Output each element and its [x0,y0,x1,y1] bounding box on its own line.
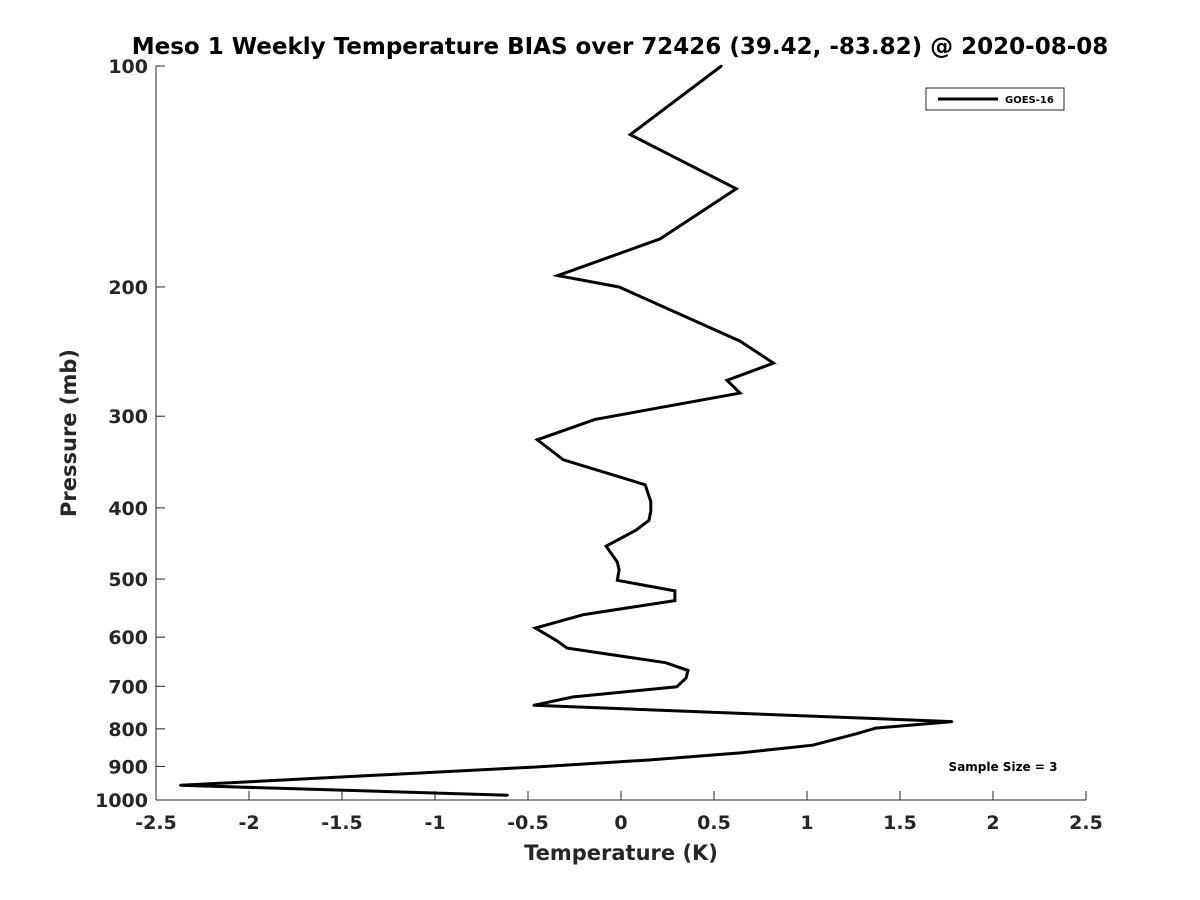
data-point-goes-16-13 [643,483,647,486]
y-tick-label-100: 100 [108,56,148,78]
data-point-goes-16-24 [582,613,585,616]
data-point-goes-16-31 [675,685,678,688]
data-point-goes-16-29 [686,669,690,672]
plot-axes [155,66,1086,801]
y-tick-label-500: 500 [108,569,148,591]
data-point-goes-16-16 [647,519,651,522]
series-layer [178,64,954,797]
x-tick-label-m2: -2 [238,812,259,834]
data-point-goes-16-3 [658,237,662,241]
data-point-goes-16-36 [856,732,859,735]
x-tick-label-2p5: 2.5 [1069,812,1103,834]
data-point-goes-16-14 [649,500,652,503]
data-point-goes-16-32 [571,695,574,699]
data-point-goes-16-2 [735,187,738,191]
data-point-goes-16-15 [649,509,652,513]
sample-size-annotation: Sample Size = 3 [949,760,1058,774]
data-point-goes-16-40 [532,765,535,769]
data-point-goes-16-0 [720,64,723,68]
data-point-goes-16-5 [617,285,621,289]
data-point-goes-16-9 [738,391,742,395]
data-point-goes-16-6 [738,339,742,343]
data-point-goes-16-38 [740,751,744,754]
data-point-goes-16-27 [565,646,569,650]
data-point-goes-16-17 [634,529,638,532]
data-point-goes-16-28 [664,661,667,664]
data-point-goes-16-8 [725,379,729,382]
chart-title: Meso 1 Weekly Temperature BIAS over 7242… [132,34,1109,60]
data-point-goes-16-37 [811,743,814,747]
data-point-goes-16-20 [617,568,621,572]
data-point-goes-16-22 [673,589,677,593]
y-tick-label-600: 600 [108,627,148,649]
x-tick-label-m1p5: -1.5 [321,812,363,834]
data-point-goes-16-21 [616,579,619,582]
data-point-goes-16-23 [673,599,677,602]
x-tick-label-1: 1 [800,812,813,834]
data-point-goes-16-4 [556,274,559,277]
x-tick-label-1p5: 1.5 [883,812,917,834]
y-tick-label-300: 300 [108,406,148,428]
data-point-goes-16-12 [562,458,565,462]
x-tick-label-m1: -1 [424,812,445,834]
data-point-goes-16-10 [593,418,597,421]
data-point-goes-16-18 [604,544,608,548]
y-tick-label-400: 400 [108,498,148,520]
data-point-goes-16-34 [950,720,954,723]
x-tick-label-0: 0 [614,812,627,834]
data-point-goes-16-1 [629,133,632,136]
data-point-goes-16-11 [536,438,539,441]
y-tick-label-700: 700 [108,676,148,698]
x-tick-label-m0p5: -0.5 [507,812,549,834]
y-tick-label-800: 800 [108,719,148,741]
x-tick-label-m2p5: -2.5 [135,812,177,834]
data-point-goes-16-41 [178,784,182,787]
x-axis-label: Temperature (K) [524,841,718,865]
y-tick-label-900: 900 [108,756,148,778]
data-point-goes-16-25 [534,626,537,630]
data-point-goes-16-42 [506,793,509,797]
series-line-goes-16 [180,64,953,797]
data-point-goes-16-19 [616,560,619,564]
data-point-goes-16-26 [556,640,559,643]
data-point-goes-16-33 [532,704,535,707]
data-point-goes-16-30 [684,676,688,680]
legend-label-goes-16: GOES-16 [1005,95,1054,106]
x-tick-label-2: 2 [986,812,999,834]
x-tick-label-0p5: 0.5 [697,812,731,834]
y-axis-label: Pressure (mb) [57,349,81,517]
y-axis-ticks: 100 200 300 400 500 600 700 800 900 1000 [95,56,165,812]
data-point-goes-16-35 [874,726,878,730]
x-axis-ticks: -2.5 -2 -1.5 -1 -0.5 0 0.5 1 1.5 2 2.5 [135,791,1103,834]
legend: GOES-16 [925,87,1065,111]
y-tick-label-1000: 1000 [95,790,148,812]
data-point-goes-16-39 [647,758,651,762]
data-point-goes-16-7 [772,361,775,365]
y-tick-label-200: 200 [108,277,148,299]
